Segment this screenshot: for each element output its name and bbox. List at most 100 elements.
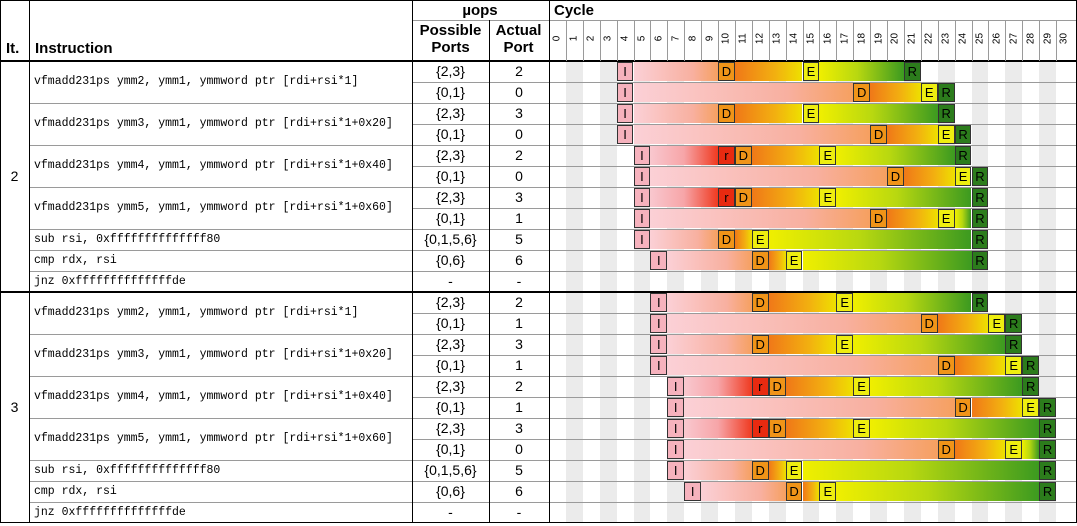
cycle-header-separator <box>684 20 686 61</box>
actual-port-cell: - <box>516 273 522 289</box>
cycle-label-3: 3 <box>602 35 614 42</box>
event-I: I <box>633 146 651 165</box>
actual-port-cell: 2 <box>515 147 523 163</box>
event-I: I <box>633 188 651 207</box>
cycle-label-1: 1 <box>568 35 580 42</box>
pipeline-bar <box>819 62 904 81</box>
actual-port-cell: 3 <box>515 336 523 352</box>
column-line <box>412 0 413 523</box>
event-D: D <box>718 104 735 123</box>
cycle-header-separator <box>988 20 990 61</box>
instruction-divider <box>29 103 1076 104</box>
event-I: I <box>616 104 634 123</box>
cycle-label-22: 22 <box>923 32 935 45</box>
cycle-label-21: 21 <box>906 32 918 45</box>
column-line <box>29 0 30 523</box>
actual-port-cell: 2 <box>515 294 523 310</box>
instruction-divider <box>29 418 1076 419</box>
event-E: E <box>785 461 803 480</box>
event-R: R <box>937 104 955 123</box>
actual-port-cell: 0 <box>515 168 523 184</box>
column-line <box>489 20 490 523</box>
pipeline-bar <box>853 335 1006 354</box>
cycle-header-separator <box>751 20 753 61</box>
pipeline-bar <box>667 314 921 333</box>
pipeline-bar <box>768 461 786 480</box>
instruction-divider <box>29 271 1076 272</box>
event-R: R <box>971 293 989 312</box>
event-I: I <box>684 482 702 501</box>
possible-ports-cell: {2,3} <box>436 63 465 79</box>
event-D: D <box>751 293 769 312</box>
instruction-text: vfmadd231ps ymm3, ymm1, ymmword ptr [rdi… <box>34 348 393 361</box>
event-E: E <box>836 293 854 312</box>
cycle-header-separator <box>903 20 905 61</box>
cycle-header-separator <box>937 20 939 61</box>
event-E: E <box>802 104 820 123</box>
instruction-column-header: Instruction <box>35 40 113 57</box>
event-D: D <box>751 461 769 480</box>
cycle-header-separator <box>616 20 618 61</box>
cycle-label-16: 16 <box>822 32 834 45</box>
cycle-header-separator <box>1056 20 1057 61</box>
pipeline-bar <box>633 125 871 144</box>
cycle-label-20: 20 <box>889 32 901 45</box>
cycle-header-separator <box>650 20 652 61</box>
cycle-header-separator <box>633 20 635 61</box>
instruction-text: sub rsi, 0xffffffffffffff80 <box>34 463 221 477</box>
event-D: D <box>718 230 735 249</box>
pipeline-bar <box>954 209 972 228</box>
instruction-divider <box>29 481 1076 482</box>
cycle-label-8: 8 <box>687 35 699 42</box>
instruction-divider <box>29 229 1076 230</box>
event-E: E <box>819 146 837 165</box>
cycle-label-23: 23 <box>940 32 952 45</box>
row-divider <box>412 439 1076 440</box>
cycle-group-header: Cycle <box>554 2 595 19</box>
actual-port-cell: 3 <box>515 105 523 121</box>
pipeline-bar <box>768 335 837 354</box>
iteration-divider <box>0 291 1077 293</box>
possible-ports-cell: {0,1,5,6} <box>424 462 477 478</box>
pipeline-bar <box>768 293 837 312</box>
event-I: I <box>616 125 634 144</box>
actual-port-cell: 1 <box>515 399 523 415</box>
event-E: E <box>1022 398 1040 417</box>
cycle-label-0: 0 <box>551 35 563 42</box>
cycle-label-4: 4 <box>619 35 631 42</box>
actual-port-cell: 6 <box>515 252 523 268</box>
pipeline-bar <box>684 461 752 480</box>
instruction-text: vfmadd231ps ymm4, ymm1, ymmword ptr [rdi… <box>34 159 393 172</box>
instruction-divider <box>29 334 1076 335</box>
pipeline-bar <box>734 230 752 249</box>
cycle-label-25: 25 <box>974 32 986 45</box>
event-D: D <box>954 398 972 417</box>
pipeline-bar <box>650 167 887 186</box>
event-E: E <box>937 209 955 228</box>
instruction-divider <box>29 376 1076 377</box>
event-I: I <box>650 356 668 375</box>
pipeline-bar <box>937 314 989 333</box>
cycle-header-separator <box>734 20 736 61</box>
cycle-header-separator <box>971 20 973 61</box>
event-R: R <box>954 125 972 144</box>
pipeline-bar <box>802 251 972 270</box>
pipeline-bar <box>870 377 1023 396</box>
pipeline-bar <box>650 188 718 207</box>
cycle-label-17: 17 <box>839 32 851 45</box>
pipeline-bar <box>954 356 1006 375</box>
cycle-label-6: 6 <box>653 35 665 42</box>
instruction-divider <box>29 187 1076 188</box>
actual-port-cell: 5 <box>515 231 523 247</box>
event-R: R <box>971 251 989 270</box>
event-I: I <box>633 167 651 186</box>
pipeline-bar <box>802 482 820 501</box>
pipeline-bar <box>667 335 752 354</box>
event-E: E <box>988 314 1006 333</box>
instruction-divider <box>29 250 1076 251</box>
cycle-label-26: 26 <box>991 32 1003 45</box>
cycle-label-14: 14 <box>788 32 800 45</box>
cycle-label-30: 30 <box>1058 32 1070 45</box>
actual-port-cell: 0 <box>515 84 523 100</box>
cycle-label-15: 15 <box>805 32 817 45</box>
